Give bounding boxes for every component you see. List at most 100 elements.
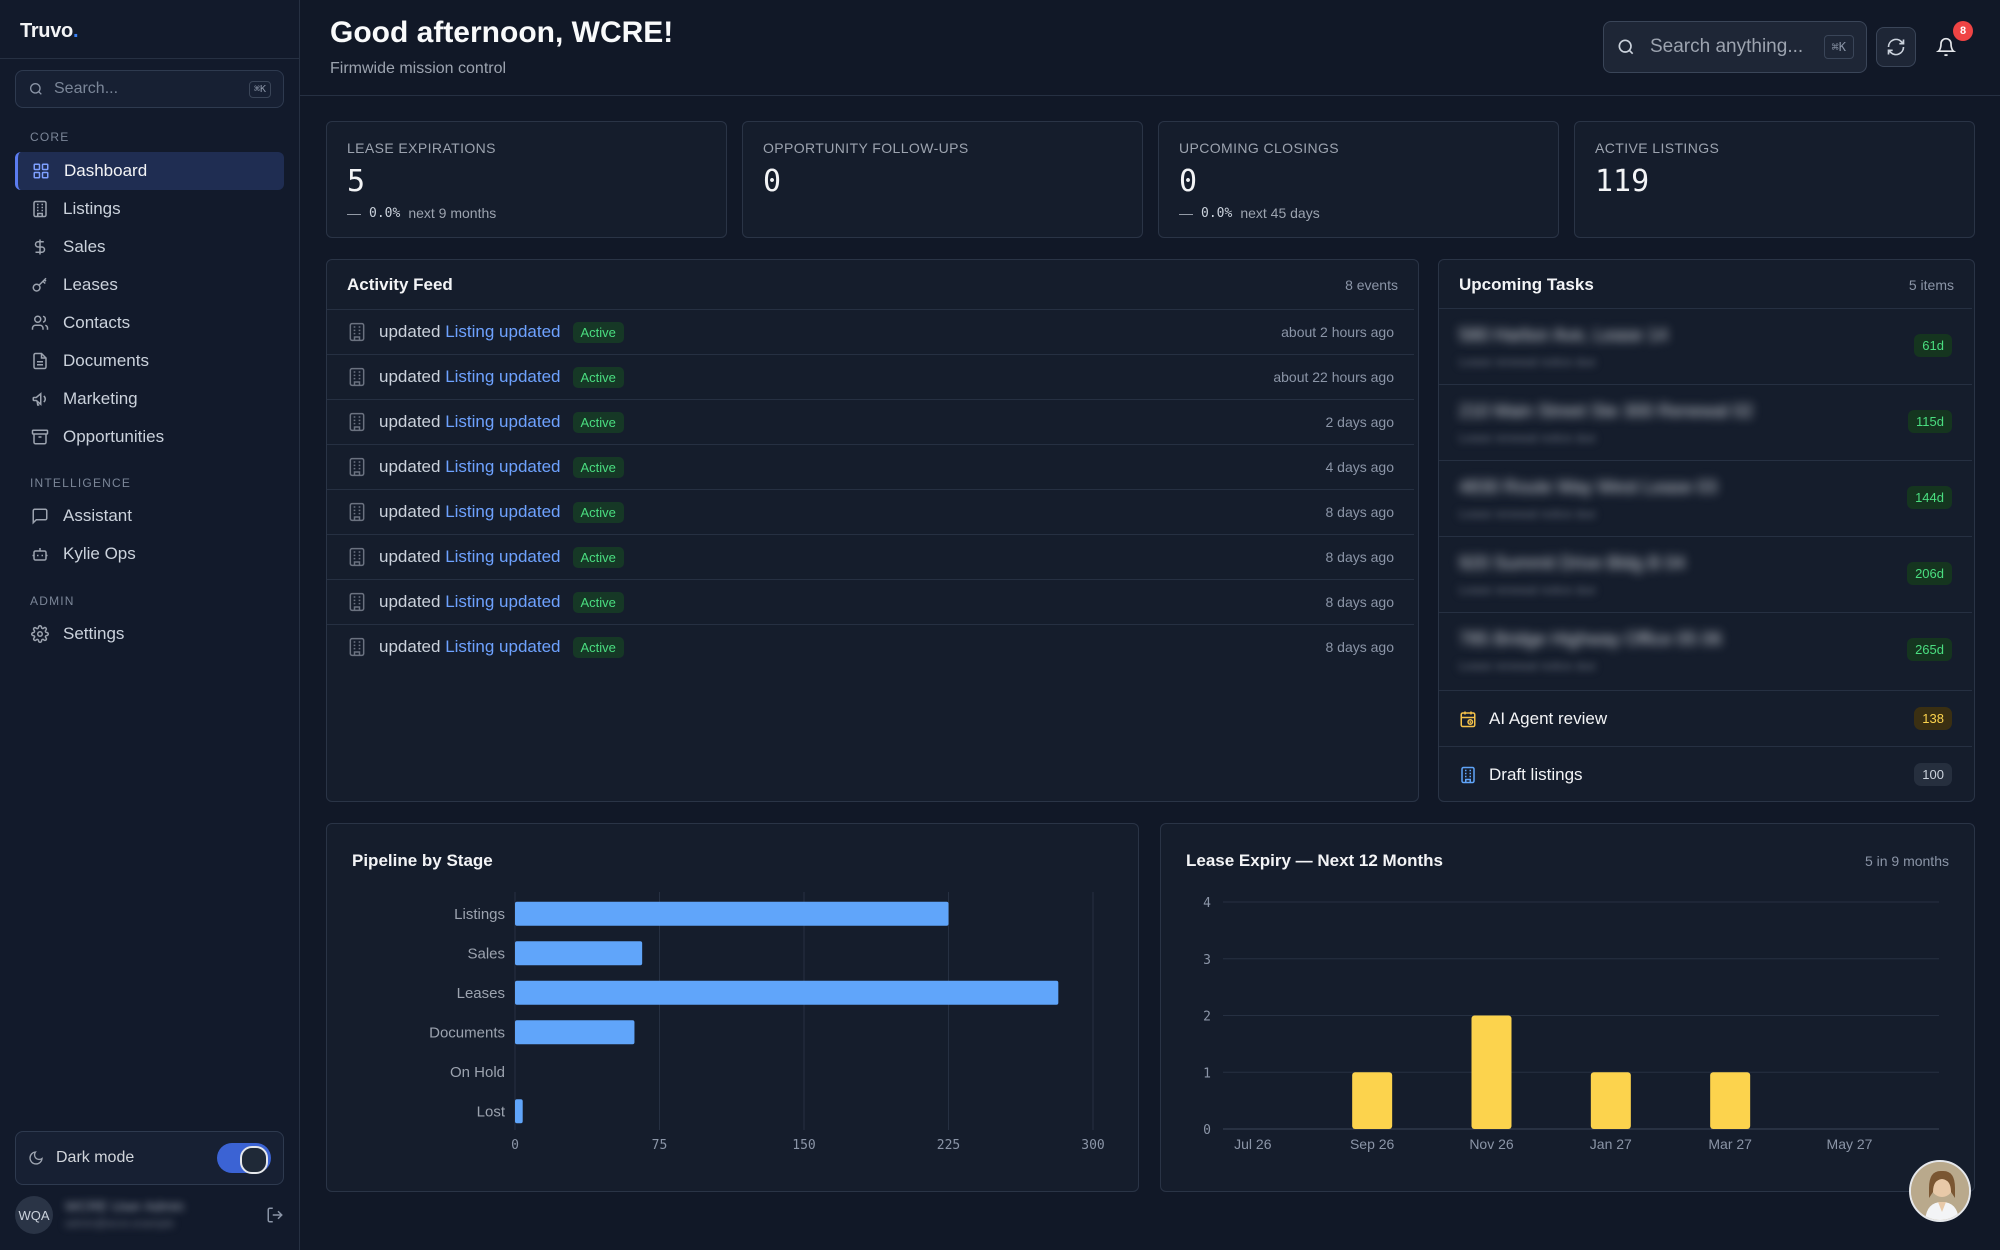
building-icon [347, 592, 367, 612]
task-row[interactable]: 785 Bridge Highway Office 05 06 Lease ren… [1439, 612, 1972, 688]
theme-label: Dark mode [56, 1149, 135, 1166]
building-icon [31, 200, 49, 218]
sidebar-item-sales[interactable]: Sales [15, 228, 284, 266]
days-remaining-badge: 115d [1908, 410, 1952, 433]
activity-row[interactable]: updated Listing updated Active about 2 hou… [327, 309, 1414, 354]
activity-row[interactable]: updated Listing updated Active 8 days ago [327, 624, 1414, 669]
task-row[interactable]: 4830 Route Way West Lease 03 Lease renewa… [1439, 460, 1972, 536]
search-icon [1616, 37, 1636, 57]
category-label: Listings [454, 906, 505, 923]
trend-flat-icon: — [347, 205, 361, 221]
y-tick-label: 3 [1203, 953, 1211, 968]
logout-icon[interactable] [266, 1206, 284, 1224]
activity-row[interactable]: updated Listing updated Active 2 days ago [327, 399, 1414, 444]
bar-nov-26[interactable] [1471, 1015, 1512, 1130]
x-tick-label: 225 [937, 1138, 960, 1153]
activity-link[interactable]: Listing updated [445, 592, 561, 611]
chart-title: Pipeline by Stage [352, 851, 493, 870]
stat-card-active-listings[interactable]: ACTIVE LISTINGS 119 [1574, 121, 1975, 238]
category-label: Lost [477, 1103, 506, 1120]
x-tick-label: Jul 26 [1234, 1136, 1272, 1152]
activity-time: 8 days ago [1325, 549, 1395, 565]
bar-mar-27[interactable] [1710, 1072, 1751, 1129]
activity-action: updated [379, 637, 441, 656]
grid-icon [32, 162, 50, 180]
brand-name: Truvo [20, 20, 73, 42]
global-search-input[interactable]: Search anything... ⌘K [1603, 21, 1867, 73]
panel-title: Upcoming Tasks [1459, 275, 1594, 294]
bar-sales[interactable] [515, 941, 643, 966]
stat-card-upcoming-closings[interactable]: UPCOMING CLOSINGS 0 — 0.0% next 45 days [1158, 121, 1559, 238]
dark-mode-toggle[interactable] [217, 1143, 271, 1174]
brand-logo[interactable]: Truvo. [20, 20, 79, 43]
activity-row[interactable]: updated Listing updated Active 8 days ago [327, 579, 1414, 624]
user-profile[interactable]: WQA WCRE User Admin admin@wcre.example [15, 1195, 284, 1235]
bar-lost[interactable] [515, 1099, 523, 1124]
task-summary-count: 100 [1914, 763, 1952, 786]
stat-value: 0 [763, 164, 782, 199]
sidebar-item-marketing[interactable]: Marketing [15, 380, 284, 418]
section-label-intelligence: INTELLIGENCE [30, 476, 132, 490]
sidebar-item-contacts[interactable]: Contacts [15, 304, 284, 342]
activity-link[interactable]: Listing updated [445, 637, 561, 656]
bar-listings[interactable] [515, 901, 949, 926]
sidebar-item-kylie-ops[interactable]: Kylie Ops [15, 535, 284, 573]
divider [0, 58, 300, 59]
refresh-button[interactable] [1876, 27, 1916, 67]
bar-sep-26[interactable] [1352, 1072, 1393, 1129]
stat-card-lease-expirations[interactable]: LEASE EXPIRATIONS 5 — 0.0% next 9 months [326, 121, 727, 238]
sidebar-item-label: Leases [63, 275, 118, 294]
task-summary-label: Draft listings [1489, 764, 1583, 784]
activity-link[interactable]: Listing updated [445, 367, 561, 386]
days-remaining-badge: 206d [1907, 562, 1952, 585]
activity-row[interactable]: updated Listing updated Active 8 days ago [327, 534, 1414, 579]
sidebar-item-documents[interactable]: Documents [15, 342, 284, 380]
y-tick-label: 2 [1203, 1010, 1211, 1025]
activity-link[interactable]: Listing updated [445, 457, 561, 476]
bar-jan-27[interactable] [1590, 1072, 1631, 1129]
activity-link[interactable]: Listing updated [445, 502, 561, 521]
trend-flat-icon: — [1179, 205, 1193, 221]
bar-leases[interactable] [515, 980, 1059, 1005]
trend-note: next 9 months [408, 205, 497, 221]
task-title: 210 Main Street Ste 300 Renewal 02 [1459, 401, 1754, 421]
x-tick-label: 300 [1081, 1138, 1104, 1153]
calendar-clock-icon [1459, 710, 1477, 728]
sidebar-item-label: Settings [63, 624, 125, 643]
megaphone-icon [31, 390, 49, 408]
activity-row[interactable]: updated Listing updated Active 4 days ago [327, 444, 1414, 489]
activity-link[interactable]: Listing updated [445, 322, 561, 341]
sidebar-item-opportunities[interactable]: Opportunities [15, 418, 284, 456]
activity-link[interactable]: Listing updated [445, 547, 561, 566]
sidebar-item-leases[interactable]: Leases [15, 266, 284, 304]
sidebar-item-listings[interactable]: Listings [15, 190, 284, 228]
task-summary-draft-listings[interactable]: Draft listings 100 [1439, 746, 1972, 802]
sidebar-item-assistant[interactable]: Assistant [15, 497, 284, 535]
task-row[interactable]: 580 Harbor Ave, Lease 14 Lease renewal no… [1439, 308, 1972, 384]
activity-row[interactable]: updated Listing updated Active about 22 ho… [327, 354, 1414, 399]
trend-percent: 0.0% [1201, 205, 1233, 221]
notifications-button[interactable] [1928, 29, 1964, 65]
task-summary-label: AI Agent review [1489, 708, 1608, 728]
sidebar-item-settings[interactable]: Settings [15, 615, 284, 653]
task-row[interactable]: 210 Main Street Ste 300 Renewal 02 Lease … [1439, 384, 1972, 460]
category-label: Sales [467, 945, 505, 962]
stat-value: 119 [1595, 164, 1650, 199]
building-icon [347, 322, 367, 342]
y-tick-label: 1 [1203, 1066, 1211, 1081]
task-row[interactable]: 920 Summit Drive Bldg B 04 Lease renewal … [1439, 536, 1972, 612]
sidebar-item-dashboard[interactable]: Dashboard [15, 152, 284, 190]
y-tick-label: 4 [1203, 896, 1211, 911]
activity-row[interactable]: updated Listing updated Active 8 days ago [327, 489, 1414, 534]
bar-documents[interactable] [515, 1020, 635, 1045]
lease-expiry-chart: 0 1 2 3 4 Jul 26 Sep 26 Nov 26 Jan 27 Mar 27 May 2… [1203, 896, 1939, 1152]
moon-icon [28, 1150, 44, 1166]
category-label: Leases [457, 985, 505, 1002]
sidebar-search-input[interactable]: Search... ⌘K [15, 70, 284, 108]
task-summary-ai-agent-review[interactable]: AI Agent review 138 [1439, 690, 1972, 746]
activity-feed-panel: Activity Feed 8 events updated Listing u… [326, 259, 1419, 802]
activity-link[interactable]: Listing updated [445, 412, 561, 431]
stat-card-opportunity-follow-ups[interactable]: OPPORTUNITY FOLLOW-UPS 0 [742, 121, 1143, 238]
activity-action: updated [379, 322, 441, 341]
assistant-avatar-button[interactable] [1909, 1160, 1971, 1222]
